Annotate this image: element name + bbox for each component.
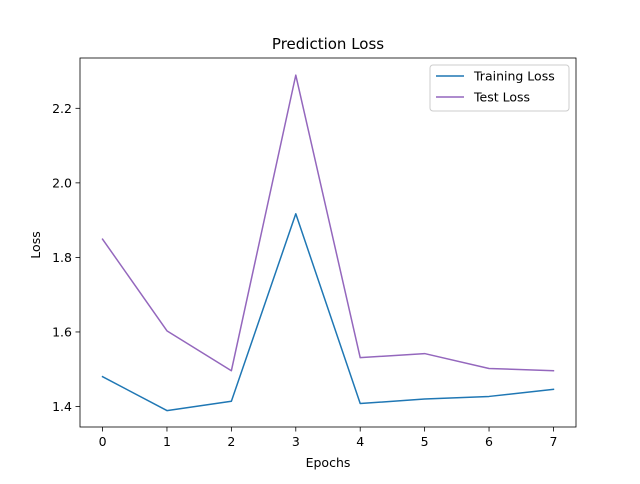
x-tick-label: 4 <box>356 434 364 449</box>
x-tick-label: 6 <box>485 434 493 449</box>
chart-title: Prediction Loss <box>272 35 384 53</box>
y-tick-label: 1.4 <box>52 399 72 414</box>
y-tick-label: 2.2 <box>52 101 72 116</box>
y-tick-label: 1.6 <box>52 324 72 339</box>
y-axis-label: Loss <box>28 231 43 258</box>
x-tick-label: 3 <box>292 434 300 449</box>
x-tick-label: 5 <box>421 434 429 449</box>
y-tick-label: 2.0 <box>52 175 72 190</box>
legend-label: Test Loss <box>473 90 530 105</box>
legend: Training Loss Test Loss <box>430 65 569 111</box>
y-tick-label: 1.8 <box>52 250 72 265</box>
x-tick-label: 7 <box>549 434 557 449</box>
x-axis-label: Epochs <box>306 455 351 470</box>
x-tick-label: 2 <box>227 434 235 449</box>
legend-label: Training Loss <box>473 69 555 84</box>
x-tick-label: 1 <box>163 434 171 449</box>
x-tick-label: 0 <box>99 434 107 449</box>
